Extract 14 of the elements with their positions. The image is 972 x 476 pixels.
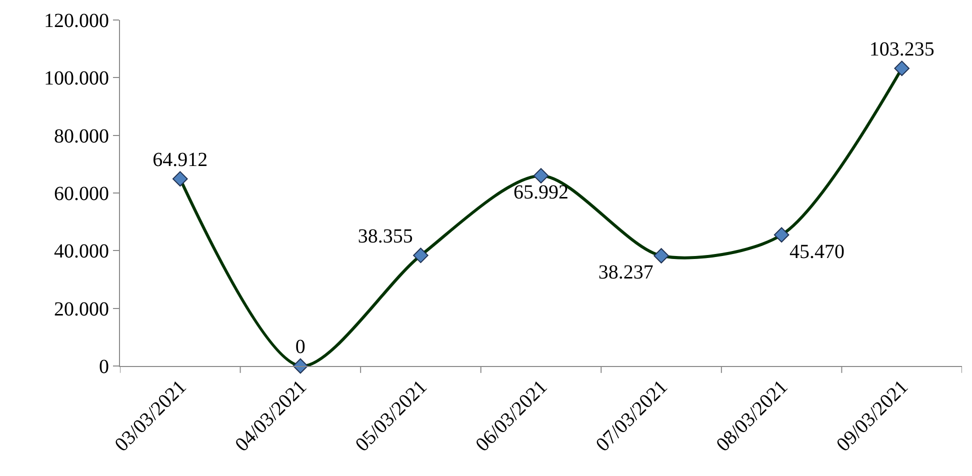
y-tick-label: 100.000 (44, 68, 109, 90)
y-tick-label: 0 (99, 356, 109, 378)
y-tick-label: 40.000 (54, 240, 109, 263)
data-label: 0 (295, 336, 306, 358)
data-label: 38.355 (358, 226, 413, 248)
y-tick-label: 80.000 (54, 125, 109, 148)
data-label: 38.237 (598, 262, 654, 284)
y-tick-label: 20.000 (54, 298, 109, 320)
data-label: 45.470 (789, 240, 844, 263)
data-label: 65.992 (514, 182, 568, 204)
y-tick-label: 60.000 (54, 183, 109, 205)
data-label: 103.235 (869, 38, 934, 60)
y-tick-label: 120.000 (44, 10, 109, 32)
data-label: 64.912 (152, 148, 208, 171)
